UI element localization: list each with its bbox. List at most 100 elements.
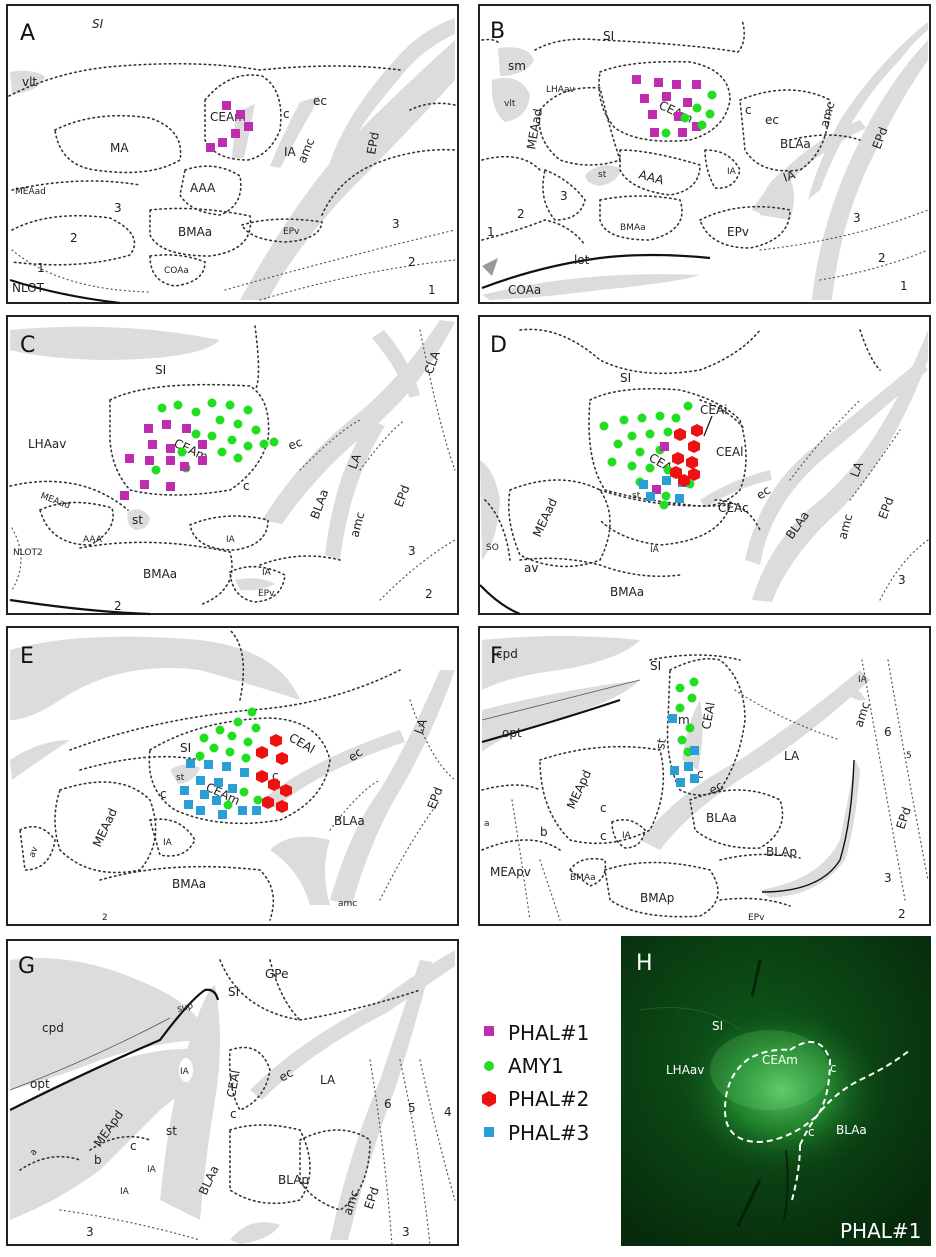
phal1-marker — [692, 122, 701, 131]
amy1-marker — [269, 437, 279, 447]
phal2-marker — [688, 440, 700, 453]
region-label: st — [598, 170, 607, 180]
panel-a: A SI vlt CEAm c ec MA IA amc EPd MEAad A… — [6, 4, 459, 305]
region-label: a — [28, 1147, 39, 1157]
panel-b-letter: B — [490, 19, 505, 44]
region-label: EPd — [364, 131, 382, 156]
amy1-marker — [680, 113, 690, 123]
phal2-marker — [268, 778, 280, 791]
phal1-marker — [218, 138, 227, 147]
region-label: BLAa — [334, 814, 365, 828]
region-label: SI — [650, 659, 661, 673]
region-label: 3 — [114, 201, 122, 215]
phal3-marker — [252, 806, 261, 815]
region-label: EPv — [283, 227, 300, 237]
region-label: NLOT — [12, 281, 45, 295]
legend: PHAL#1 AMY1 PHAL#2 PHAL#3 — [482, 1021, 589, 1145]
region-label: IA — [622, 831, 632, 841]
phal2-marker — [674, 428, 686, 441]
region-label: c — [230, 1107, 237, 1121]
phal2-marker — [256, 770, 268, 783]
phal3-marker — [222, 762, 231, 771]
region-label: SI — [620, 371, 631, 385]
region-label: c — [272, 769, 279, 783]
region-label: IA — [284, 145, 297, 159]
phal1-marker — [148, 440, 157, 449]
amy1-marker — [251, 425, 261, 435]
amy1-marker — [225, 400, 235, 410]
region-label: c — [600, 829, 607, 843]
amy1-marker — [627, 461, 637, 471]
region-label: 6 — [884, 725, 892, 739]
region-label: SI — [712, 1019, 723, 1033]
region-label: 4 — [444, 1105, 452, 1119]
region-label: SI — [180, 741, 191, 755]
region-label: st — [176, 773, 185, 783]
amy1-marker — [637, 413, 647, 423]
phal1-marker — [662, 92, 671, 101]
panel-h: H SI LHAav CEAm c c BLAa PHAL#1 — [621, 936, 931, 1246]
amy1-marker — [607, 457, 617, 467]
phal3-marker — [670, 766, 679, 775]
region-label: EPv — [258, 589, 275, 599]
region-label: c — [160, 787, 167, 801]
region-label: COAa — [508, 283, 541, 297]
phal3-marker — [200, 790, 209, 799]
amy1-marker — [243, 737, 253, 747]
phal2-marker — [262, 796, 274, 809]
amy1-marker — [191, 407, 201, 417]
amy1-marker — [259, 439, 269, 449]
amy1-marker — [173, 400, 183, 410]
panel-c-letter: C — [20, 333, 35, 358]
region-label: BMAa — [172, 877, 206, 891]
region-label: EPd — [894, 805, 914, 831]
phal1-marker — [166, 444, 175, 453]
phal1-marker — [198, 440, 207, 449]
amy1-marker — [675, 683, 685, 693]
region-label: CEAi — [700, 403, 728, 417]
region-label: LHAav — [28, 437, 66, 451]
amy1-marker — [635, 447, 645, 457]
region-label: BLAa — [836, 1123, 867, 1137]
region-label: ec — [765, 113, 779, 127]
phal3-marker — [668, 714, 677, 723]
region-label: 1 — [900, 279, 908, 293]
region-label: CEAl — [699, 701, 718, 731]
phal2-marker — [678, 474, 690, 487]
phal3-marker — [690, 746, 699, 755]
region-label: 3 — [86, 1225, 94, 1239]
region-label: BMAp — [640, 891, 674, 905]
phal1-marker — [632, 75, 641, 84]
phal1-marker — [144, 424, 153, 433]
region-label: BMAa — [610, 585, 644, 599]
amy1-marker — [233, 419, 243, 429]
region-label: lot — [574, 253, 590, 267]
region-label: IA — [147, 1165, 157, 1175]
panel-f-letter: F — [490, 644, 503, 669]
region-label: 2 — [425, 587, 433, 601]
region-label: c — [745, 103, 752, 117]
region-label: IA — [180, 1067, 190, 1077]
phal3-marker — [662, 476, 671, 485]
region-label: ec — [277, 1065, 296, 1084]
region-label: BMAa — [178, 225, 212, 239]
region-label: 3 — [560, 189, 568, 203]
amy1-marker — [613, 439, 623, 449]
region-label: 1 — [37, 261, 45, 275]
amy1-marker — [619, 415, 629, 425]
phal3-marker — [184, 800, 193, 809]
region-label: 3 — [402, 1225, 410, 1239]
phal1-marker — [674, 112, 683, 121]
amy1-marker — [671, 413, 681, 423]
region-label: sup — [176, 1001, 194, 1015]
legend-label-phal1: PHAL#1 — [508, 1021, 589, 1045]
region-label: CEAm — [762, 1053, 798, 1067]
region-label: BLAp — [278, 1173, 309, 1187]
phal1-marker — [678, 128, 687, 137]
region-label: MA — [110, 141, 129, 155]
region-label: vlt — [504, 99, 516, 109]
amy1-marker — [227, 731, 237, 741]
region-label: LHAav — [666, 1063, 704, 1077]
amy1-marker — [215, 725, 225, 735]
